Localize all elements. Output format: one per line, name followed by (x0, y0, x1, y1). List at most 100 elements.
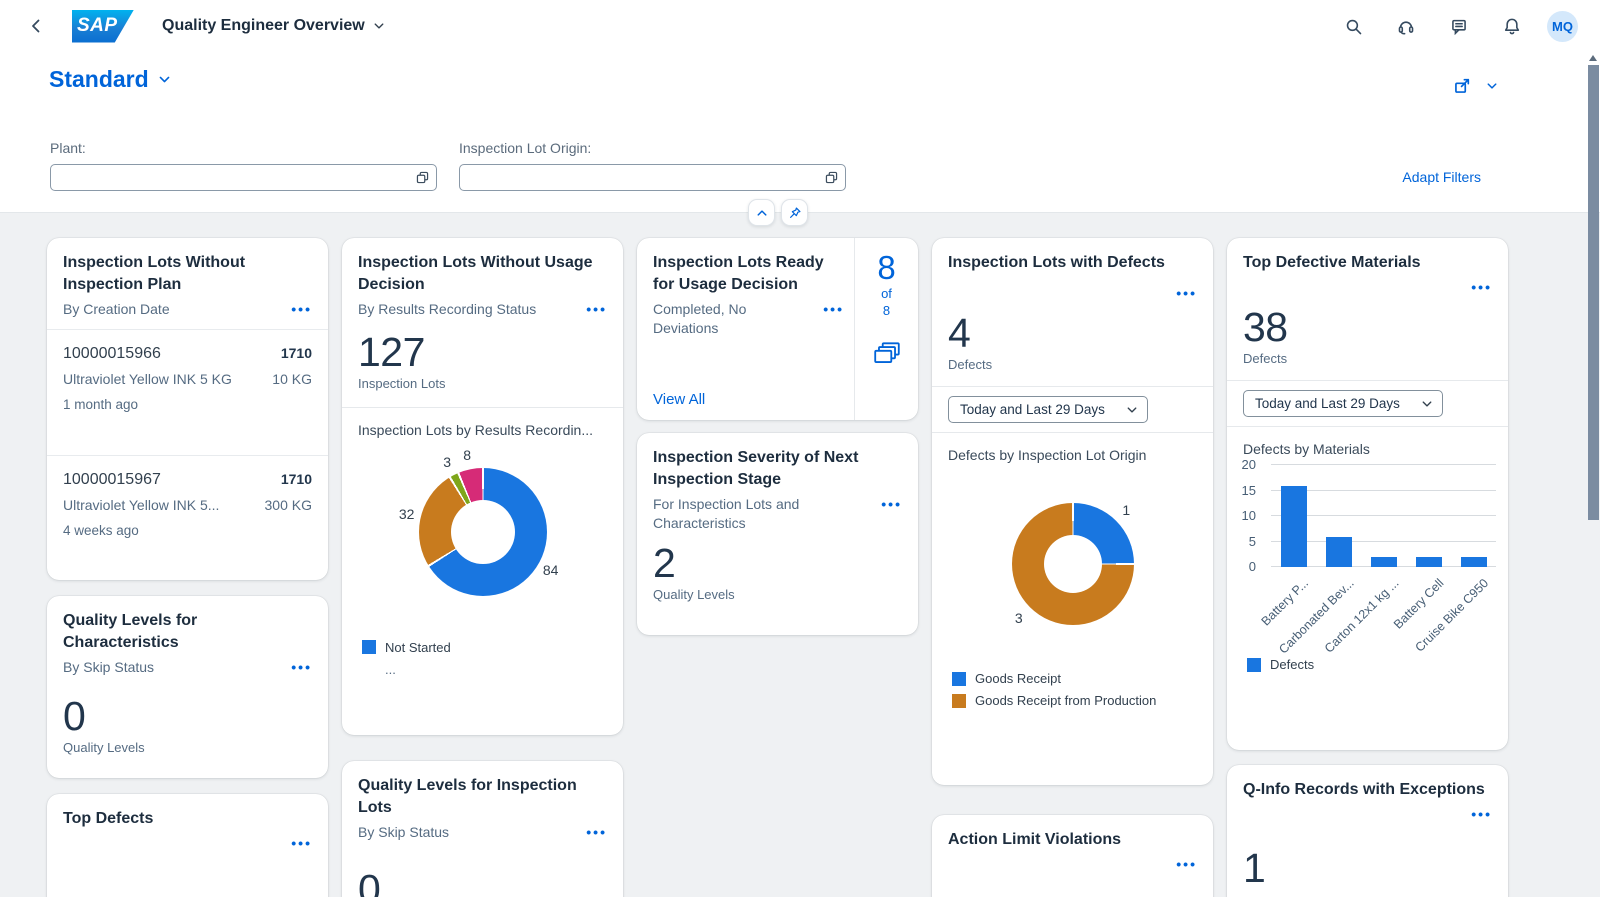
card-title: Inspection Lots with Defects (948, 254, 1165, 271)
chart-legend: Not Started ... (342, 636, 623, 677)
back-icon[interactable] (18, 8, 54, 44)
scrollbar-up-arrow[interactable] (1589, 55, 1597, 61)
chart-title: Inspection Lots by Results Recordin... (358, 421, 594, 438)
lot-material: Ultraviolet Yellow INK 5... (63, 496, 220, 513)
notifications-bell-icon[interactable] (1494, 8, 1530, 44)
legend-more-label: ... (385, 661, 396, 677)
card-title: Action Limit Violations (948, 831, 1122, 848)
card-title: Inspection Lots Ready for Usage Decision (653, 254, 824, 294)
plant-filter-label: Plant: (50, 140, 86, 156)
collapse-header-chevron-up-icon[interactable] (748, 199, 775, 226)
legend-color-swatch (362, 640, 376, 655)
lot-material: Ultraviolet Yellow INK 5 KG (63, 370, 232, 387)
kpi-value: 1 (1243, 845, 1266, 892)
value-help-icon[interactable] (408, 165, 436, 190)
donut-value-label: 8 (463, 447, 472, 464)
lot-plant: 1710 (280, 344, 312, 361)
overflow-menu-icon[interactable] (1471, 805, 1492, 823)
period-select-value: Today and Last 29 Days (960, 402, 1105, 418)
filter-bar: Standard Plant: Inspection Lot Origin: (0, 52, 1600, 226)
card-qinfo-records-with-exceptions[interactable]: Q-Info Records with Exceptions 1 (1227, 765, 1508, 897)
overflow-menu-icon[interactable] (1176, 855, 1197, 873)
variant-selector[interactable]: Standard (49, 66, 171, 93)
lot-id: 10000015966 (63, 344, 161, 362)
card-inspection-lots-with-defects[interactable]: Inspection Lots with Defects 4 Defects T… (932, 238, 1213, 785)
chart-legend: Defects (1227, 653, 1508, 672)
overflow-menu-icon[interactable] (586, 300, 607, 318)
chevron-down-icon (1127, 407, 1137, 413)
donut-value-label: 1 (1122, 502, 1131, 519)
kpi-value: 38 (1243, 304, 1288, 351)
inspection-lot-origin-input[interactable] (460, 165, 817, 190)
pin-header-icon[interactable] (781, 199, 808, 226)
lot-quantity: 10 KG (272, 370, 312, 387)
overflow-menu-icon[interactable] (291, 300, 312, 318)
support-headset-icon[interactable] (1388, 8, 1424, 44)
kpi-label: Quality Levels (63, 739, 145, 755)
card-title: Inspection Lots Without Inspection Plan (63, 254, 246, 294)
kpi-label: Inspection Lots (358, 375, 446, 391)
view-all-link[interactable]: View All (653, 391, 706, 408)
feedback-chat-icon[interactable] (1441, 8, 1477, 44)
list-item[interactable]: 10000015967 1710 Ultraviolet Yellow INK 5… (47, 454, 328, 580)
plant-input[interactable] (51, 165, 408, 190)
period-select[interactable]: Today and Last 29 Days (1243, 390, 1443, 418)
share-group (1448, 72, 1502, 100)
card-inspection-lots-ready-for-usage-decision[interactable]: Inspection Lots Ready for Usage Decision… (637, 238, 918, 420)
card-title: Top Defects (63, 810, 154, 827)
share-menu-chevron-icon[interactable] (1482, 72, 1502, 100)
card-inspection-lots-without-inspection-plan[interactable]: Inspection Lots Without Inspection Plan … (47, 238, 328, 580)
scrollbar-thumb[interactable] (1588, 65, 1599, 520)
adapt-filters-link[interactable]: Adapt Filters (1402, 169, 1481, 185)
overflow-menu-icon[interactable] (881, 495, 902, 513)
card-quality-levels-for-characteristics[interactable]: Quality Levels for Characteristics By Sk… (47, 596, 328, 778)
bar-chart-plot: Battery P... Carbonated Bev... Carton 12x1… (1259, 464, 1496, 657)
overflow-menu-icon[interactable] (823, 300, 844, 318)
chart-title: Defects by Inspection Lot Origin (948, 447, 1147, 464)
shell-bar: SAP Quality Engineer Overview MQ (0, 0, 1600, 52)
card-top-defects[interactable]: Top Defects (47, 794, 328, 897)
column-2: Inspection Lots Without Usage Decision B… (342, 238, 623, 897)
chevron-down-icon (374, 23, 384, 29)
kpi-value: 127 (358, 328, 425, 375)
period-select[interactable]: Today and Last 29 Days (948, 396, 1148, 424)
overflow-menu-icon[interactable] (586, 823, 607, 841)
period-select-value: Today and Last 29 Days (1255, 396, 1400, 412)
kpi-of: of (881, 286, 892, 302)
legend-label: Goods Receipt (975, 671, 1061, 687)
search-icon[interactable] (1335, 8, 1371, 44)
card-subtitle: By Creation Date (63, 301, 170, 318)
lot-age: 1 month ago (63, 396, 139, 412)
overflow-menu-icon[interactable] (1176, 284, 1197, 302)
overflow-menu-icon[interactable] (291, 658, 312, 676)
column-5: Top Defective Materials 38 Defects Today… (1227, 238, 1508, 897)
card-quality-levels-for-inspection-lots[interactable]: Quality Levels for Inspection Lots By Sk… (342, 761, 623, 897)
app-title-menu[interactable]: Quality Engineer Overview (162, 17, 385, 35)
chart-title: Defects by Materials (1243, 441, 1370, 458)
overflow-menu-icon[interactable] (1471, 278, 1492, 296)
card-inspection-severity-next-stage[interactable]: Inspection Severity of Next Inspection S… (637, 433, 918, 635)
donut-value-label: 32 (398, 505, 415, 522)
overflow-menu-icon[interactable] (291, 834, 312, 852)
card-title: Quality Levels for Characteristics (63, 612, 198, 652)
card-title: Quality Levels for Inspection Lots (358, 777, 577, 817)
share-icon[interactable] (1448, 72, 1476, 100)
bar (1415, 556, 1442, 568)
card-subtitle: Completed, No Deviations (653, 301, 747, 336)
sap-logo: SAP (72, 9, 134, 43)
card-top-defective-materials[interactable]: Top Defective Materials 38 Defects Today… (1227, 238, 1508, 750)
kpi-value: 4 (948, 310, 971, 357)
donut-ring (1011, 503, 1134, 626)
page-scrollbar[interactable] (1586, 52, 1600, 897)
list-item[interactable]: 10000015966 1710 Ultraviolet Yellow INK 5… (47, 328, 328, 455)
card-action-limit-violations[interactable]: Action Limit Violations (932, 815, 1213, 897)
avatar[interactable]: MQ (1547, 10, 1578, 42)
kpi-label: Defects (948, 357, 993, 373)
card-inspection-lots-without-usage-decision[interactable]: Inspection Lots Without Usage Decision B… (342, 238, 623, 735)
card-title: Inspection Severity of Next Inspection S… (653, 449, 859, 489)
legend-color-swatch (1247, 657, 1261, 672)
kpi-value: 2 (653, 540, 676, 587)
value-help-icon[interactable] (817, 165, 845, 190)
